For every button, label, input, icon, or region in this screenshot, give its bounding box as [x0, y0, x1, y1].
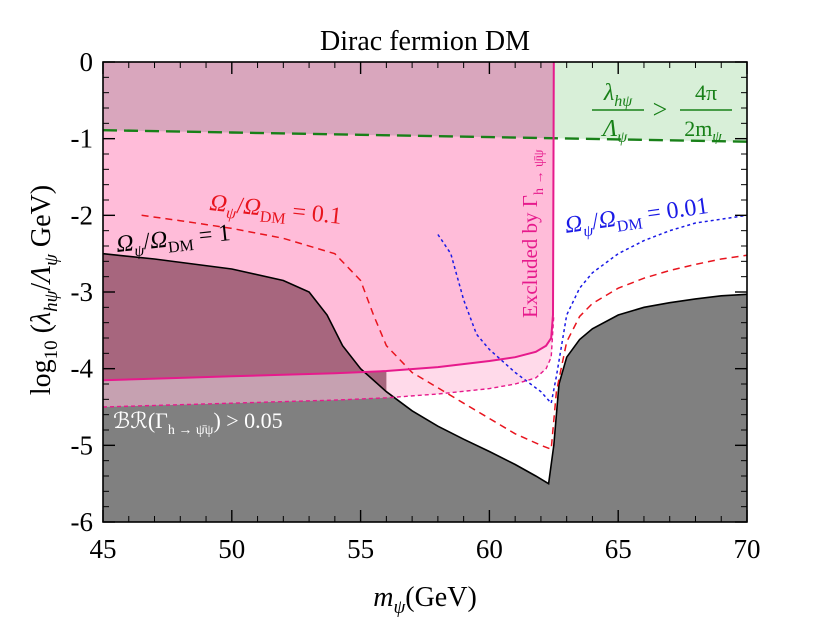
perturbativity-label: λhψ Λψ > 4π 2mψ	[592, 80, 732, 146]
chart-title: Dirac fermion DM	[320, 26, 530, 57]
y-tick-label: -1	[71, 124, 94, 154]
svg-text:λhψ: λhψ	[603, 80, 633, 110]
x-tick-label: 60	[476, 534, 503, 564]
relic-1-curve	[103, 252, 747, 486]
svg-text:>: >	[653, 95, 668, 124]
svg-text:4π: 4π	[695, 80, 717, 105]
y-axis-label: log10 (λhψ/Λψ GeV)	[26, 185, 62, 395]
x-tick-label: 50	[218, 534, 245, 564]
nonperturbative-region	[553, 62, 747, 142]
x-tick-label: 65	[605, 534, 632, 564]
perturbativity-curve	[103, 129, 747, 143]
y-tick-label: -2	[71, 200, 94, 230]
series-layer	[103, 62, 747, 486]
br-bound-curve	[103, 314, 555, 408]
br-excluded-band	[103, 315, 554, 407]
y-tick-label: -6	[71, 507, 94, 537]
x-axis-label: mψ(GeV)	[373, 582, 477, 618]
gray-pink-overlap-region	[103, 253, 387, 392]
region-layer	[103, 62, 747, 522]
br-bound-label: ℬℛ(Γh → ψ̄ψ) > 0.05	[113, 408, 283, 438]
x-tick-label: 70	[734, 534, 761, 564]
y-tick-label: -3	[71, 277, 94, 307]
overlap-region	[103, 62, 554, 139]
invisible-width-curve	[103, 62, 555, 382]
x-tick-label: 45	[90, 534, 117, 564]
y-tick-label: 0	[80, 47, 94, 77]
x-tick-label: 55	[347, 534, 374, 564]
y-tick-label: -5	[71, 430, 94, 460]
relic-0p1-curve	[141, 214, 747, 451]
relic-1-label: Ωψ/ΩDM = 1	[115, 220, 232, 262]
relic-0p1-label: Ωψ/ΩDM = 0.1	[208, 190, 343, 234]
svg-text:2mψ: 2mψ	[684, 116, 722, 145]
excluded-width-label: Excluded by Γh → ψ̄ψ	[518, 149, 547, 318]
tick-layer: 45 50 55 60 65 70 0 -1 -2 -3 -4 -5 -6	[71, 47, 761, 564]
relic-0p01-label: Ωψ/ΩDM = 0.01	[563, 193, 710, 243]
svg-text:Λψ: Λψ	[601, 116, 629, 146]
y-tick-label: -4	[71, 354, 94, 384]
